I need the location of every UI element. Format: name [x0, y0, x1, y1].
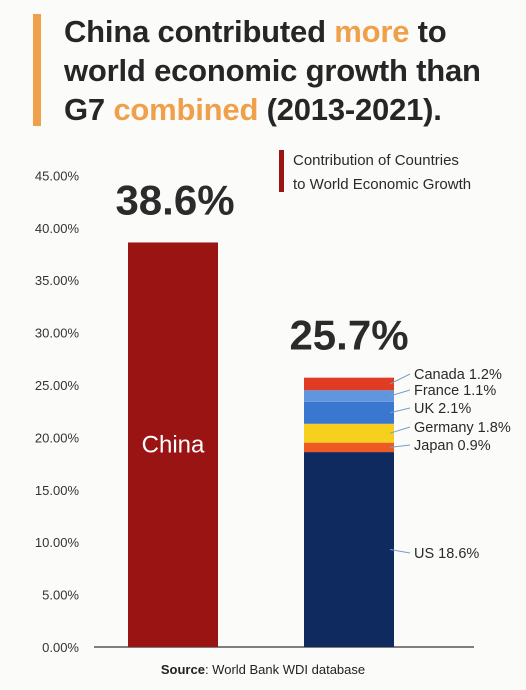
source-text: : World Bank WDI database	[204, 662, 366, 677]
leader-line-uk	[389, 407, 411, 414]
legend-label-line2: to World Economic Growth	[293, 176, 471, 193]
leader-line-germany	[389, 426, 411, 434]
legend: Contribution of Countries to World Econo…	[279, 150, 471, 193]
bar-segment-us	[304, 452, 394, 647]
leader-line-france	[389, 389, 411, 397]
y-tick-label: 20.00%	[35, 430, 80, 445]
y-tick-label: 40.00%	[35, 221, 80, 236]
page-title: China contributed more to world economic…	[64, 12, 514, 129]
y-tick-label: 5.00%	[42, 588, 79, 603]
segment-label-uk: UK 2.1%	[414, 401, 471, 417]
title-accent-bar	[33, 14, 41, 126]
bar-china	[128, 242, 218, 648]
bar-segment-uk	[304, 401, 394, 424]
segment-label-germany: Germany 1.8%	[414, 420, 511, 436]
source-note: Source: World Bank WDI database	[0, 662, 526, 677]
leader-line-us	[389, 549, 411, 554]
title-highlight-combined: combined	[113, 92, 259, 127]
bar-segment-france	[304, 390, 394, 402]
bar-segment-japan	[304, 442, 394, 453]
bar-segment-germany	[304, 423, 394, 443]
bar-china-label: China	[142, 432, 205, 459]
bars-group: China 38.6% 25.7%	[115, 176, 409, 648]
y-tick-label: 10.00%	[35, 535, 80, 550]
segment-label-japan: Japan 0.9%	[414, 438, 491, 454]
y-tick-label: 0.00%	[42, 640, 79, 655]
y-tick-label: 30.00%	[35, 326, 80, 341]
y-tick-label: 35.00%	[35, 273, 80, 288]
title-text-2: to world economic growth than G7	[64, 14, 481, 127]
leader-line-japan	[389, 444, 411, 448]
y-tick-label: 25.00%	[35, 378, 80, 393]
leader-line-canada	[389, 373, 411, 385]
segment-label-canada: Canada 1.2%	[414, 367, 502, 383]
bar-chart: Contribution of Countries to World Econo…	[35, 150, 511, 655]
bar-g7-total: 25.7%	[289, 312, 408, 359]
segment-labels-group: US 18.6% Japan 0.9% Germany 1.8% UK 2.1% Fra…	[389, 367, 511, 562]
title-text-1: China contributed	[64, 14, 335, 49]
source-label: Source	[160, 662, 205, 677]
segment-label-us: US 18.6%	[414, 546, 479, 562]
y-axis: 0.00% 5.00% 10.00% 15.00% 20.00% 25.00% 30.00%…	[35, 168, 80, 655]
title-highlight-more: more	[334, 14, 410, 49]
legend-label-line1: Contribution of Countries	[293, 152, 459, 169]
segment-label-france: France 1.1%	[414, 383, 496, 399]
bar-china-total: 38.6%	[115, 176, 234, 223]
bar-segment-canada	[304, 377, 394, 391]
title-text-3: (2013-2021).	[258, 92, 442, 127]
y-tick-label: 15.00%	[35, 483, 80, 498]
y-tick-label: 45.00%	[35, 168, 80, 183]
legend-swatch	[279, 150, 284, 192]
